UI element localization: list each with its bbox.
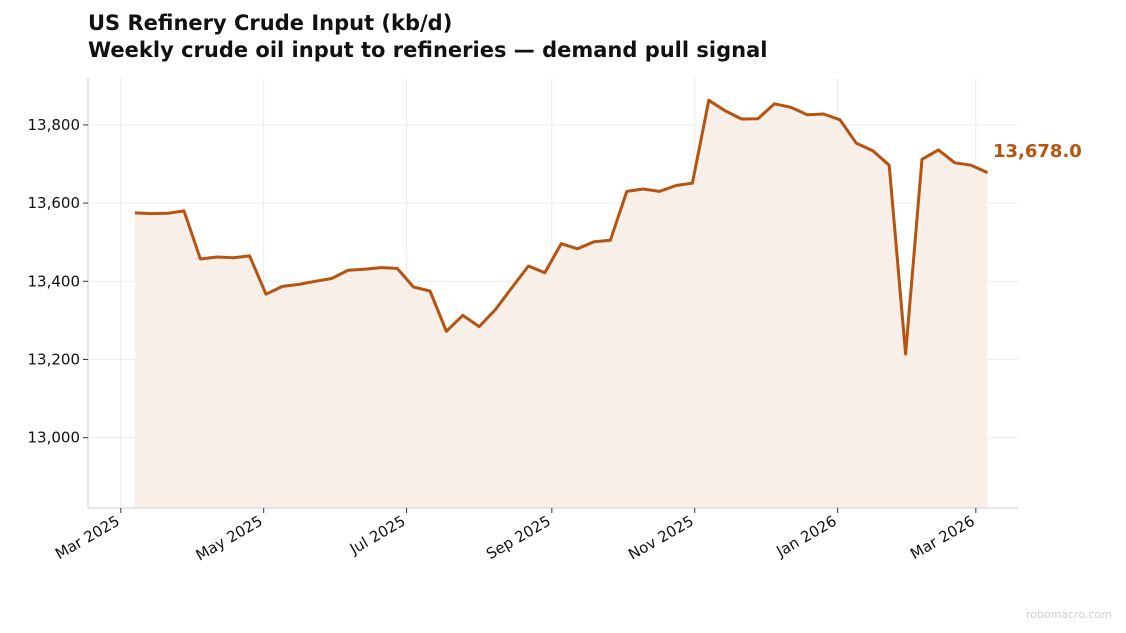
y-tick-label: 13,800 bbox=[28, 116, 81, 134]
data-point bbox=[167, 212, 169, 214]
series-line bbox=[134, 98, 989, 356]
data-point bbox=[642, 188, 644, 190]
data-point bbox=[954, 162, 956, 164]
data-point bbox=[429, 290, 431, 292]
x-axis-ticks: Mar 2025 May 2025 Jul 2025 Sep 2025 Nov 2025… bbox=[52, 508, 978, 564]
data-point bbox=[380, 267, 382, 269]
data-point bbox=[855, 142, 857, 144]
data-point bbox=[314, 280, 316, 282]
data-point bbox=[806, 114, 808, 116]
data-point bbox=[265, 293, 267, 295]
data-point bbox=[577, 248, 579, 250]
watermark: robomacro.com bbox=[1025, 608, 1112, 621]
data-point bbox=[659, 190, 661, 192]
data-point bbox=[675, 185, 677, 187]
chart-title: US Refinery Crude Input (kb/d) Weekly cr… bbox=[88, 10, 767, 64]
data-point bbox=[363, 268, 365, 270]
axes bbox=[87, 78, 1018, 509]
data-point bbox=[216, 256, 218, 258]
data-point bbox=[921, 158, 923, 160]
data-point bbox=[462, 314, 464, 316]
data-point bbox=[445, 330, 447, 332]
data-point bbox=[773, 103, 775, 105]
data-point bbox=[413, 286, 415, 288]
series-area-fill bbox=[134, 100, 988, 509]
data-point bbox=[757, 118, 759, 120]
data-point bbox=[199, 258, 201, 260]
data-point bbox=[888, 164, 890, 166]
data-point bbox=[823, 113, 825, 115]
data-point bbox=[626, 190, 628, 192]
data-point bbox=[724, 110, 726, 112]
x-tick-label: Mar 2025 bbox=[52, 512, 123, 563]
data-point bbox=[839, 119, 841, 121]
data-point bbox=[527, 265, 529, 267]
data-point bbox=[134, 212, 136, 214]
data-point bbox=[970, 164, 972, 166]
x-tick-label: Nov 2025 bbox=[625, 512, 697, 564]
x-tick-label: Mar 2026 bbox=[907, 512, 978, 563]
data-point bbox=[872, 150, 874, 152]
x-tick-label: May 2025 bbox=[193, 512, 266, 565]
data-point bbox=[691, 182, 693, 184]
x-tick-label: Jul 2025 bbox=[346, 512, 409, 559]
data-point bbox=[281, 285, 283, 287]
data-point bbox=[232, 257, 234, 259]
y-tick-label: 13,200 bbox=[28, 350, 81, 368]
data-point bbox=[560, 243, 562, 245]
data-point bbox=[790, 106, 792, 108]
data-point bbox=[905, 353, 907, 355]
data-point bbox=[593, 241, 595, 243]
data-point bbox=[609, 239, 611, 241]
data-point bbox=[987, 172, 989, 174]
data-point bbox=[396, 267, 398, 269]
y-tick-label: 13,000 bbox=[28, 429, 81, 447]
data-point bbox=[511, 287, 513, 289]
title-line: US Refinery Crude Input (kb/d) bbox=[88, 11, 453, 35]
data-point bbox=[937, 149, 939, 151]
y-tick-label: 13,600 bbox=[28, 194, 81, 212]
data-point bbox=[331, 278, 333, 280]
data-point bbox=[347, 269, 349, 271]
data-point bbox=[150, 213, 152, 215]
data-point bbox=[298, 283, 300, 285]
data-point bbox=[708, 99, 710, 101]
data-point bbox=[741, 118, 743, 120]
data-point bbox=[544, 272, 546, 274]
last-value-label: 13,678.0 bbox=[993, 141, 1082, 162]
subtitle-line: Weekly crude oil input to refineries — d… bbox=[88, 38, 768, 62]
data-point bbox=[249, 255, 251, 257]
data-point bbox=[495, 308, 497, 310]
y-tick-label: 13,400 bbox=[28, 272, 81, 290]
y-axis-ticks: 13,000 13,200 13,400 13,600 13,800 bbox=[28, 116, 88, 447]
data-point bbox=[478, 326, 480, 328]
x-tick-label: Jan 2026 bbox=[773, 512, 840, 561]
x-tick-label: Sep 2025 bbox=[483, 512, 554, 563]
data-point bbox=[183, 210, 185, 212]
